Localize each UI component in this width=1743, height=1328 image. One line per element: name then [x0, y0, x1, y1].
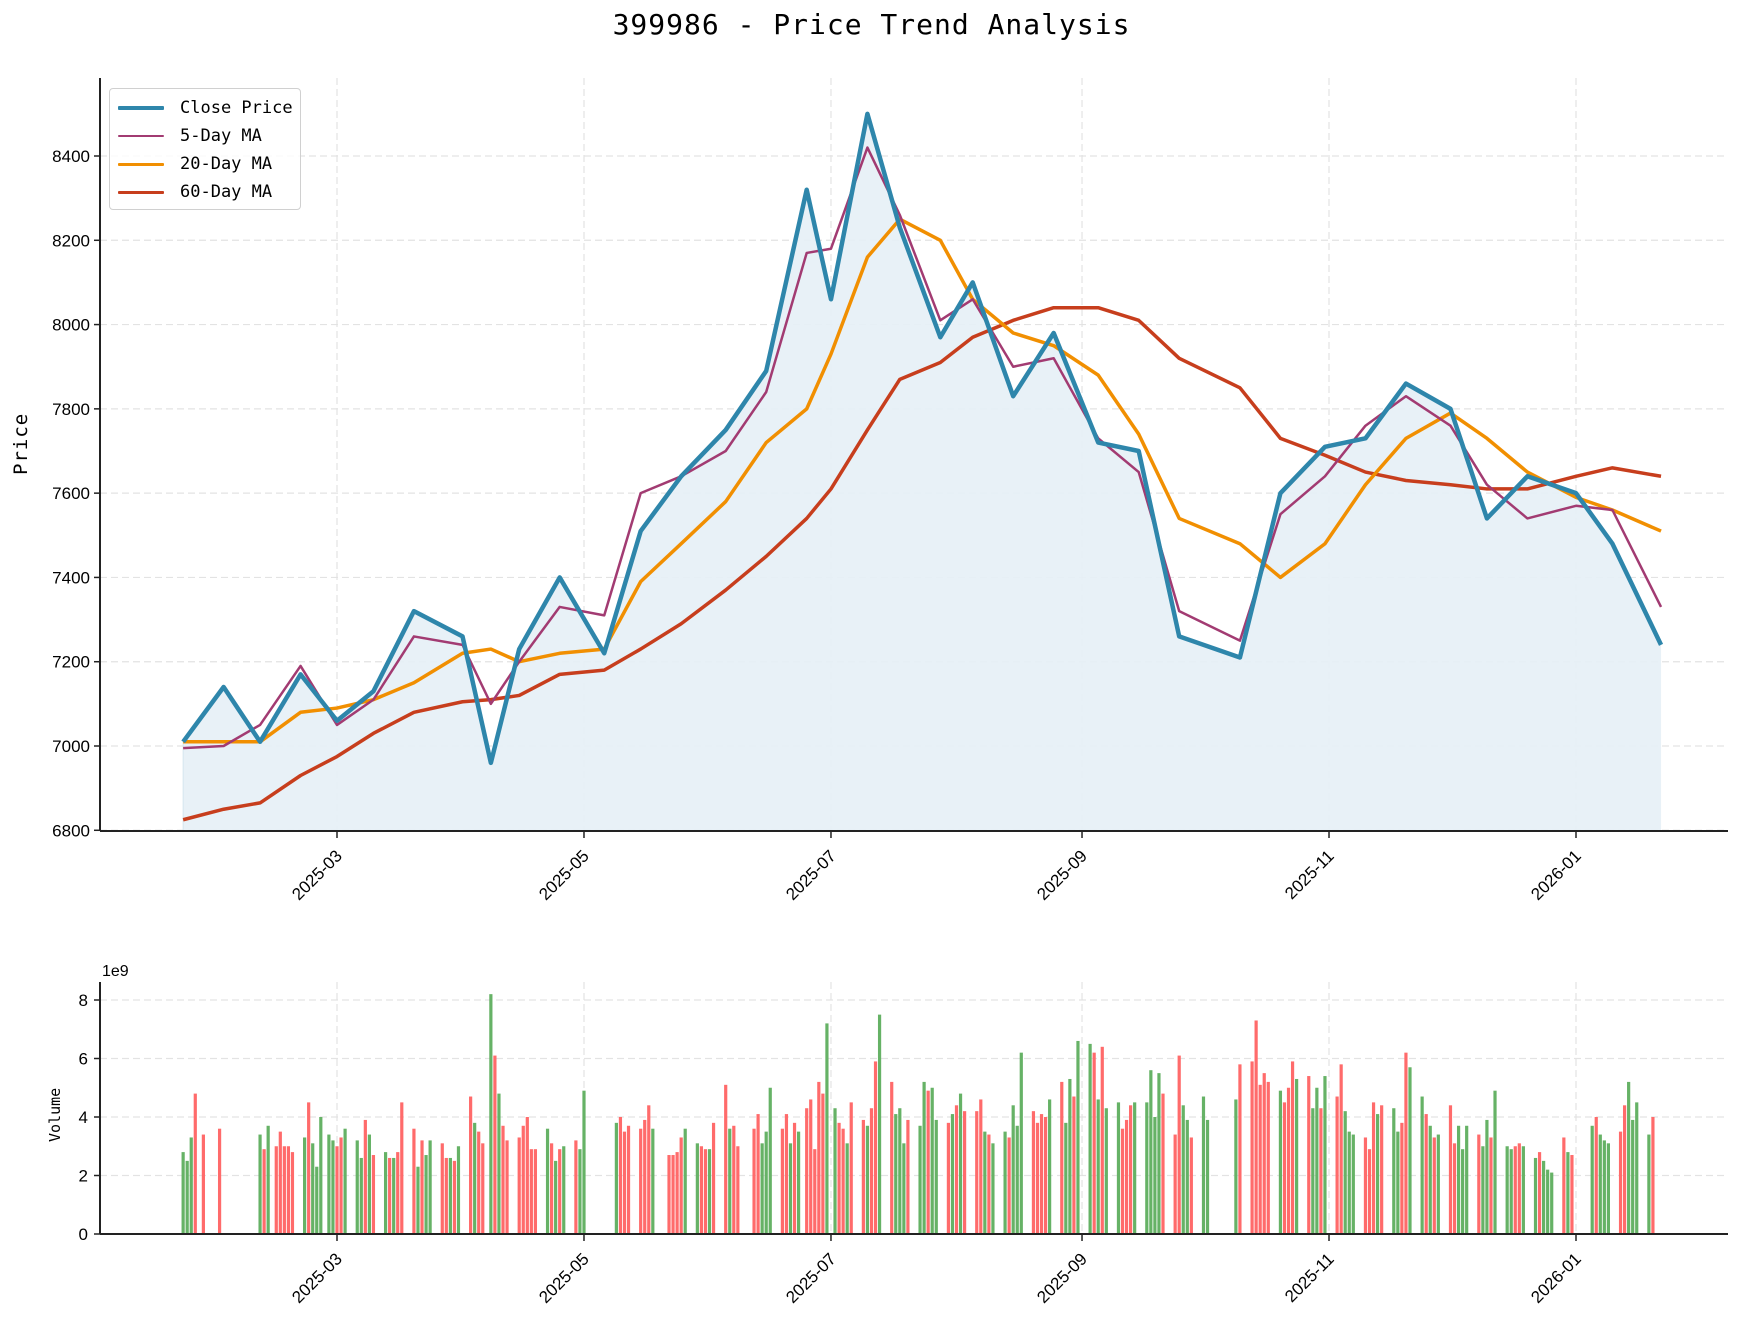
- svg-text:8400: 8400: [52, 147, 90, 166]
- svg-text:2025-07: 2025-07: [782, 846, 840, 904]
- svg-text:7800: 7800: [52, 400, 90, 419]
- legend-label: Close Price: [180, 98, 293, 118]
- svg-text:2026-01: 2026-01: [1527, 1249, 1585, 1307]
- legend-item-20-day-ma: 20-Day MA: [118, 151, 272, 177]
- svg-text:8000: 8000: [52, 316, 90, 335]
- svg-text:2: 2: [79, 1167, 88, 1186]
- volume-gridlines: [100, 982, 1728, 1234]
- svg-text:6800: 6800: [52, 821, 90, 840]
- ma5-swatch-icon: [118, 135, 164, 137]
- svg-text:2025-05: 2025-05: [535, 1249, 593, 1307]
- svg-text:2025-03: 2025-03: [288, 1249, 346, 1307]
- legend-item-5-day-ma: 5-Day MA: [118, 123, 262, 149]
- svg-text:2026-01: 2026-01: [1527, 846, 1585, 904]
- svg-text:2025-11: 2025-11: [1281, 846, 1338, 903]
- chart-title: 399986 - Price Trend Analysis: [612, 8, 1131, 41]
- svg-text:7000: 7000: [52, 737, 90, 756]
- volume-bars: [181, 994, 1655, 1234]
- ma60-swatch-icon: [118, 190, 164, 194]
- price-axis-label: Price: [10, 412, 32, 475]
- svg-text:2025-07: 2025-07: [782, 1249, 840, 1307]
- legend-label: 5-Day MA: [180, 126, 262, 146]
- svg-text:2025-09: 2025-09: [1033, 1249, 1091, 1307]
- svg-text:2025-05: 2025-05: [535, 846, 593, 904]
- legend-label: 60-Day MA: [180, 182, 273, 202]
- svg-text:2025-11: 2025-11: [1281, 1249, 1338, 1306]
- legend-item-60-day-ma: 60-Day MA: [118, 179, 272, 205]
- svg-text:7400: 7400: [52, 568, 90, 587]
- svg-text:2025-09: 2025-09: [1033, 846, 1091, 904]
- close-price-area-fill: [183, 113, 1662, 832]
- svg-text:6: 6: [79, 1050, 88, 1069]
- close-price-swatch-icon: [118, 106, 164, 110]
- volume-axis-label: Volume: [46, 1087, 64, 1142]
- svg-text:1e9: 1e9: [102, 963, 129, 980]
- svg-text:7600: 7600: [52, 484, 90, 503]
- legend-label: 20-Day MA: [180, 154, 273, 174]
- svg-text:4: 4: [79, 1108, 88, 1127]
- svg-text:0: 0: [79, 1225, 88, 1244]
- legend: Close Price 5-Day MA 20-Day MA 60-Day MA: [109, 88, 301, 210]
- volume-axes: 0 2 4 6 8 1e9 2025-03 2025-05 2025-07 2025-09 2025…: [79, 963, 1728, 1307]
- svg-text:8200: 8200: [52, 231, 90, 250]
- legend-item-close-price: Close Price: [118, 95, 293, 121]
- svg-text:8: 8: [79, 991, 88, 1010]
- ma20-swatch-icon: [118, 162, 164, 166]
- price-lines: [181, 111, 1664, 831]
- svg-text:2025-03: 2025-03: [288, 846, 346, 904]
- svg-text:7200: 7200: [52, 653, 90, 672]
